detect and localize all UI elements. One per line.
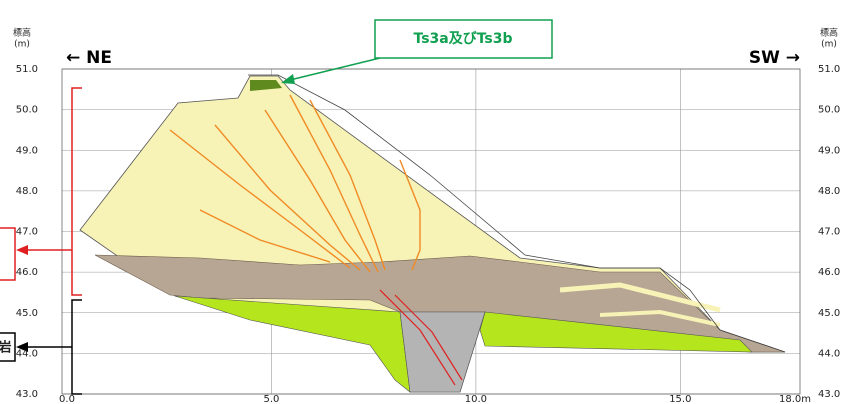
direction-right: SW → xyxy=(749,48,800,68)
bedrock-left xyxy=(174,295,411,393)
crack xyxy=(309,99,386,271)
x-tick-label: 5.0 xyxy=(263,394,279,404)
rock-label: 岩 xyxy=(0,340,12,356)
y-tick-label: 44.0 xyxy=(818,348,840,359)
y-tick-label: 43.0 xyxy=(818,389,840,400)
x-tick-label: 15.0 xyxy=(669,394,691,404)
direction-left: ← NE xyxy=(66,48,112,68)
y-tick-label: 51.0 xyxy=(818,64,840,75)
y-tick-label: 48.0 xyxy=(818,186,840,197)
y-tick-label: 51.0 xyxy=(16,64,38,75)
fault-line xyxy=(379,289,456,386)
cracks xyxy=(169,94,463,386)
unit-label: 標高 xyxy=(13,27,31,39)
arrow-head xyxy=(16,342,28,352)
y-tick-label: 45.0 xyxy=(818,308,840,319)
y-tick-label: 44.0 xyxy=(16,348,38,359)
crack xyxy=(399,159,421,271)
y-tick-label: 49.0 xyxy=(818,145,840,156)
sand-lens xyxy=(599,309,721,327)
crack xyxy=(169,129,351,269)
y-tick-label: 50.0 xyxy=(818,105,840,116)
y-tick-label: 50.0 xyxy=(16,105,38,116)
y-tick-label: 43.0 xyxy=(16,389,38,400)
fault-zone xyxy=(399,311,486,393)
unit-label: (m) xyxy=(14,40,30,50)
plot-frame xyxy=(61,68,801,395)
label-box-black xyxy=(0,332,16,362)
x-tick-label: 0.0 xyxy=(59,394,75,404)
y-tick-label: 46.0 xyxy=(16,267,38,278)
crack xyxy=(264,109,371,273)
sand-lens xyxy=(559,282,721,313)
crack xyxy=(289,94,379,273)
x-tick-label: 10.0 xyxy=(465,394,487,404)
bracket-red xyxy=(71,87,82,296)
y-tick-label: 48.0 xyxy=(16,186,38,197)
ground-surface xyxy=(248,74,786,353)
callout-text: Ts3a及びTs3b xyxy=(414,31,513,47)
y-tick-label: 45.0 xyxy=(16,308,38,319)
y-tick-label: 47.0 xyxy=(16,227,38,238)
ts3-layer xyxy=(250,80,282,91)
label-box-red xyxy=(0,227,16,281)
crack xyxy=(199,209,331,263)
unit-label: (m) xyxy=(821,40,837,50)
y-tick-label: 47.0 xyxy=(818,227,840,238)
arrow-head xyxy=(16,245,28,255)
y-tick-label: 49.0 xyxy=(16,145,38,156)
callout-box xyxy=(374,19,553,59)
arrow-head xyxy=(281,74,295,84)
unit-label: 標高 xyxy=(820,27,838,39)
callout-arrow xyxy=(289,57,381,81)
fault-line xyxy=(394,294,463,381)
x-tick-label: 18.0m xyxy=(779,394,811,404)
y-tick-label: 46.0 xyxy=(818,267,840,278)
crack xyxy=(214,124,361,271)
bedrock-right xyxy=(479,311,753,353)
bracket-black xyxy=(71,299,82,395)
